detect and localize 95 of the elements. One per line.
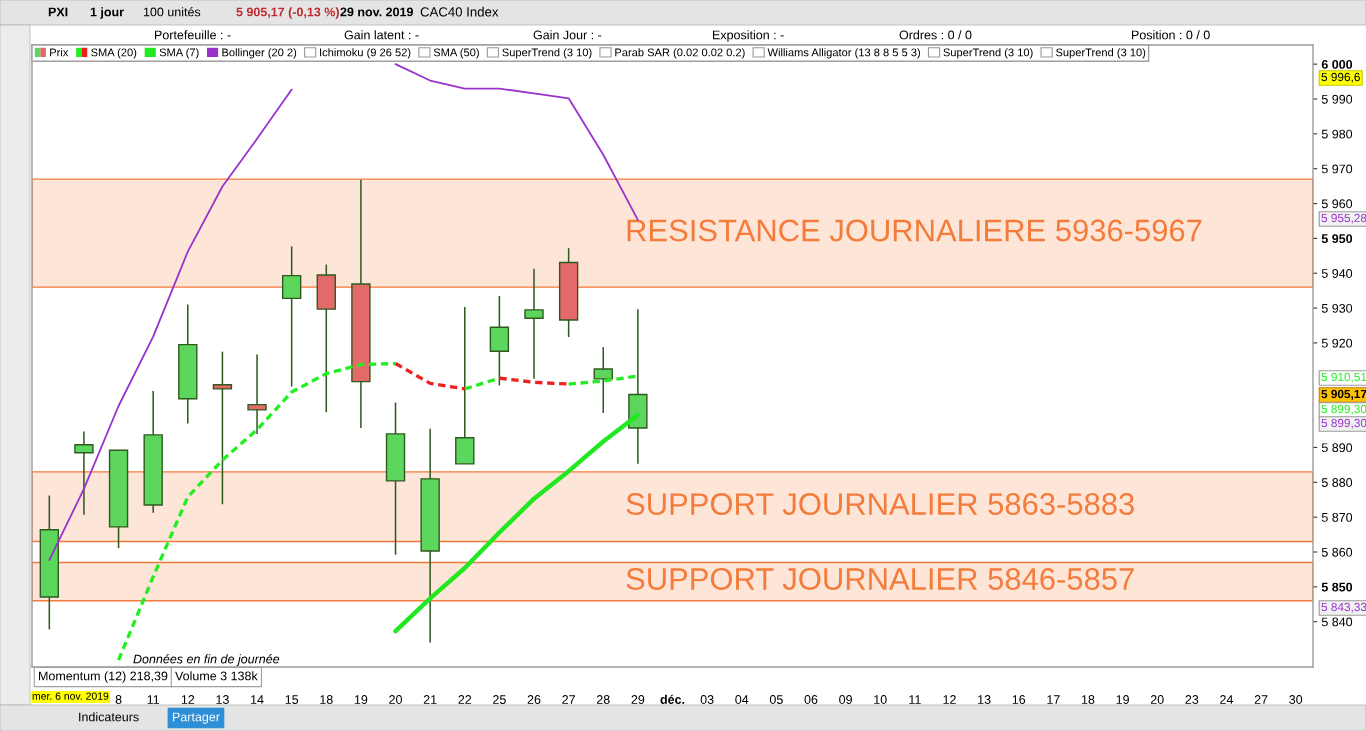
candlestick: [247, 353, 267, 435]
x-tick-label: 20: [1150, 695, 1164, 704]
text: Indicateurs: [79, 712, 139, 722]
y-tick-label: 5 850: [1321, 582, 1353, 592]
x-tick-label: 19: [1116, 695, 1129, 704]
x-tick-label: 10: [874, 695, 887, 704]
x-tick-label: 04: [735, 695, 749, 704]
text: Position : 0 / 0: [1132, 30, 1210, 40]
candlestick: [524, 267, 544, 380]
chart-title: CAC40 Index: [420, 6, 499, 17]
y-tick-label: 5 890: [1321, 443, 1353, 453]
text: 5 910,51: [1321, 372, 1366, 383]
x-tick-label: 25: [493, 695, 506, 704]
annotation: SMA (50): [433, 48, 479, 59]
text: 5 905,17: [1321, 389, 1366, 400]
x-tick-label: 19: [354, 695, 368, 704]
legend-label: SMA (20): [91, 48, 137, 59]
band-label: SUPPORT JOURNALIER 5863-5883: [626, 493, 1134, 516]
y-tick-label: 5 950: [1321, 234, 1353, 244]
annotation: SuperTrend (3 10): [502, 48, 592, 59]
text: 5 899,30: [1321, 418, 1366, 429]
y-tick-label: 5 840: [1321, 617, 1353, 627]
x-tick-label: 17: [1047, 695, 1060, 704]
x-tick-label: 23: [1185, 695, 1199, 704]
x-tick-label: 26: [527, 695, 541, 704]
text: Gain latent : -: [344, 30, 419, 40]
x-tick-label: 13: [978, 695, 991, 704]
annotation: Williams Alligator (13 8 8 5 5 3): [767, 48, 920, 59]
text: Volume 3 138k: [175, 671, 258, 681]
y-tick-label: 5 920: [1321, 338, 1353, 348]
text: Exposition : -: [713, 30, 784, 42]
x-tick-label: 20: [389, 695, 402, 704]
legend-label: Bollinger (20 2): [222, 48, 297, 59]
legend-label: SMA (7): [159, 48, 199, 59]
y-tick-label: 5 980: [1321, 129, 1353, 139]
text: 5 843,33: [1321, 602, 1366, 613]
candlestick: [281, 245, 302, 388]
text: 5 955,28: [1321, 213, 1366, 224]
x-tick-label: 11: [147, 695, 160, 704]
y-tick-label: 5 870: [1321, 512, 1353, 522]
x-tick-label: 8: [115, 695, 122, 704]
y-tick-label: 5 880: [1321, 478, 1353, 487]
x-tick-label: 14: [251, 695, 264, 704]
x-tick-label: 09: [839, 695, 852, 704]
text: 1 jour: [90, 7, 124, 19]
annotation: Parab SAR (0.02 0.02 0.2): [615, 48, 745, 59]
text: PXI: [48, 7, 68, 17]
x-tick-label: 30: [1289, 695, 1303, 704]
band-label: RESISTANCE JOURNALIERE 5936-5967: [627, 219, 1202, 242]
x-tick-label: 11: [909, 695, 921, 704]
x-tick-label: 27: [1254, 695, 1268, 704]
text: Portefeuille : -: [155, 30, 231, 40]
candlestick: [212, 350, 233, 506]
text: 5 996,6: [1321, 72, 1360, 83]
x-tick-label: 27: [562, 695, 575, 704]
x-tick-label: 05: [769, 695, 783, 704]
x-tick-label: 06: [804, 695, 818, 704]
text: Gain Jour : -: [533, 30, 602, 40]
y-tick-label: 5 940: [1321, 269, 1353, 278]
candlestick: [593, 346, 613, 414]
y-tick-label: 5 930: [1321, 303, 1353, 313]
annotation: Ichimoku (9 26 52): [320, 48, 411, 59]
text: 5 905,17 (-0,13 %): [236, 7, 339, 19]
x-tick-label: 29: [631, 695, 645, 704]
y-tick-label: 6 000: [1321, 59, 1353, 69]
x-tick-label: 18: [320, 695, 333, 704]
y-tick-label: 5 990: [1321, 94, 1353, 104]
candlestick: [74, 430, 94, 516]
y-tick-label: 5 960: [1321, 199, 1353, 209]
text: Ordres : 0 / 0: [899, 30, 972, 40]
annotation: SuperTrend (3 10): [1055, 48, 1146, 59]
band-label: SUPPORT JOURNALIER 5846-5857: [626, 568, 1134, 590]
y-tick-label: 5 860: [1321, 547, 1353, 557]
x-tick-label: déc.: [660, 694, 685, 704]
annotation: SuperTrend (3 10): [943, 48, 1033, 59]
x-tick-label: 12: [943, 695, 956, 704]
x-tick-label: 18: [1081, 695, 1095, 704]
x-tick-label: 13: [216, 695, 229, 704]
x-tick-label: 21: [423, 695, 437, 704]
x-tick-label: 28: [596, 695, 610, 704]
x-tick-label: 22: [458, 695, 472, 704]
x-tick-label: 15: [285, 695, 299, 704]
text: 100 unités: [143, 7, 201, 17]
text: mer. 6 nov. 2019: [32, 692, 109, 700]
y-tick-label: 5 970: [1321, 164, 1353, 174]
text: Partager: [173, 712, 220, 724]
x-tick-label: 12: [181, 695, 195, 704]
annotation: Données en fin de journée: [133, 654, 280, 666]
text: 5 899,30: [1321, 404, 1366, 415]
x-tick-label: 24: [1220, 695, 1234, 704]
text: 29 nov. 2019: [340, 7, 413, 17]
x-tick-label: 03: [700, 695, 714, 704]
legend-label: Prix: [50, 48, 69, 57]
text: Momentum (12) 218,39: [39, 671, 168, 683]
x-tick-label: 16: [1012, 695, 1026, 704]
